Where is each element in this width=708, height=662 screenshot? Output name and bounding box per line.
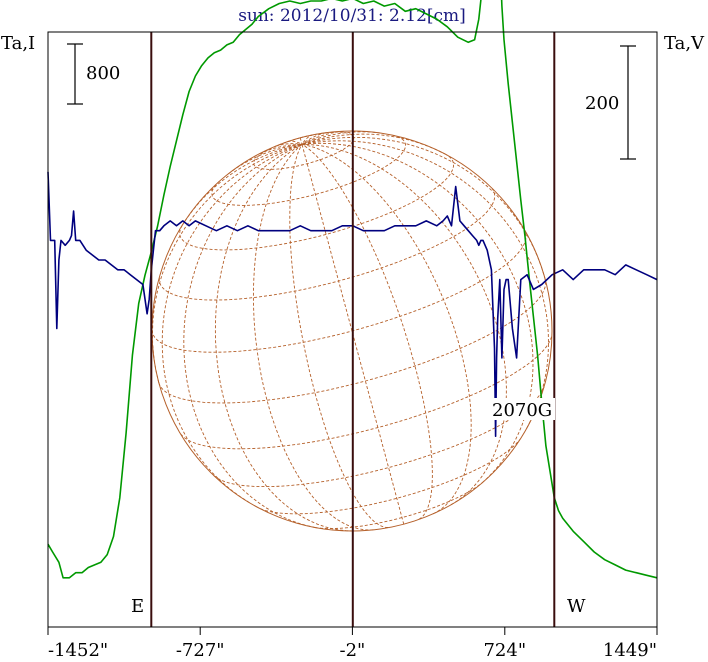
left-axis-label: Ta,I — [1, 33, 35, 54]
longitude-line — [275, 143, 303, 147]
x-tick-label: -1452" — [48, 640, 108, 661]
x-tick-label: -2" — [339, 640, 365, 661]
annotation-label: 2070G — [492, 400, 552, 421]
longitude-line — [301, 131, 381, 145]
latitude-line — [179, 154, 455, 251]
longitude-line — [301, 144, 433, 520]
polarization-scale-bar — [620, 45, 636, 160]
longitude-line — [301, 144, 405, 525]
east-limb-label: E — [131, 596, 144, 617]
longitude-line — [301, 143, 472, 515]
intensity-scale-bar — [67, 43, 83, 105]
longitude-line — [152, 143, 303, 383]
longitude-line — [183, 143, 316, 528]
west-limb-label: W — [567, 596, 586, 617]
solar-disk-grid — [151, 130, 553, 532]
longitude-line — [287, 140, 303, 145]
x-axis-ticks: -1452" -727" -2" 724" 1449" — [47, 627, 658, 661]
x-tick-label: 1449" — [603, 640, 657, 661]
intensity-curve — [47, 0, 658, 579]
intensity-scale-label: 800 — [86, 63, 120, 84]
longitude-line — [299, 137, 303, 145]
longitude-line — [301, 132, 326, 145]
annotation-background — [490, 398, 555, 420]
polarization-scale-label: 200 — [585, 93, 619, 114]
latitude-line — [260, 438, 521, 515]
x-tick-label: -727" — [176, 640, 225, 661]
latitude-line — [158, 188, 496, 301]
limb-markers — [150, 32, 556, 627]
longitude-line — [301, 142, 534, 484]
right-axis-label: Ta,V — [664, 33, 705, 54]
longitude-line — [259, 143, 303, 155]
longitude-line — [301, 140, 549, 429]
x-tick-label: 724" — [483, 640, 526, 661]
longitude-line — [289, 144, 389, 528]
latitude-line — [314, 482, 483, 530]
longitude-line — [161, 143, 303, 503]
longitude-line — [214, 144, 354, 532]
longitude-line — [301, 130, 344, 145]
longitude-line — [228, 143, 303, 175]
longitude-line — [301, 143, 507, 506]
latitude-line — [151, 230, 527, 353]
longitude-line — [301, 134, 314, 145]
latitude-line — [211, 134, 406, 206]
longitude-line — [252, 144, 374, 531]
